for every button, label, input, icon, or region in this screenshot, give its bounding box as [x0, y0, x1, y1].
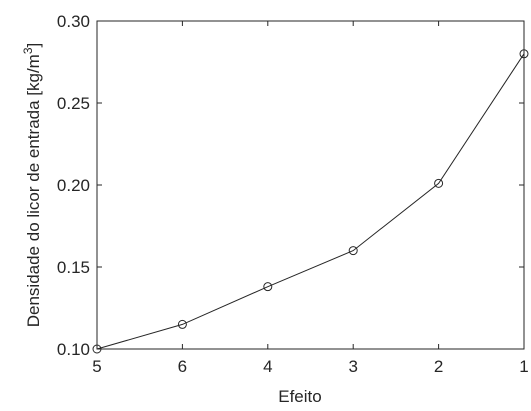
data-point [263, 282, 273, 292]
data-point [92, 344, 102, 354]
x-tick-label: 4 [263, 357, 272, 376]
x-tick-label: 2 [434, 357, 443, 376]
x-tick-label: 1 [519, 357, 528, 376]
y-axis-label-end: ] [24, 43, 43, 48]
data-point [519, 49, 529, 59]
y-tick-label: 0.25 [57, 94, 90, 113]
y-tick-label: 0.10 [57, 340, 90, 359]
x-ticks: 5 6 4 3 2 1 [92, 21, 529, 376]
x-axis-label: Efeito [278, 387, 321, 406]
x-tick-label: 6 [178, 357, 187, 376]
data-point [177, 319, 187, 329]
x-tick-label: 5 [92, 357, 101, 376]
y-axis-label: Densidade do licor de entrada [kg/m3] [21, 43, 43, 328]
y-tick-label: 0.15 [57, 258, 90, 277]
y-tick-label: 0.30 [57, 12, 90, 31]
plot-box [96, 20, 525, 350]
series-line [96, 53, 525, 350]
x-tick-label: 3 [348, 357, 357, 376]
series [92, 49, 529, 354]
data-point [434, 178, 444, 188]
axes [96, 20, 525, 350]
y-axis-label-superscript: 3 [21, 47, 35, 54]
y-axis-label-text: Densidade do licor de entrada [kg/m [24, 54, 43, 327]
y-tick-label: 0.20 [57, 176, 90, 195]
y-ticks: 0.10 0.15 0.20 0.25 0.30 [57, 12, 524, 359]
data-point [348, 246, 358, 256]
